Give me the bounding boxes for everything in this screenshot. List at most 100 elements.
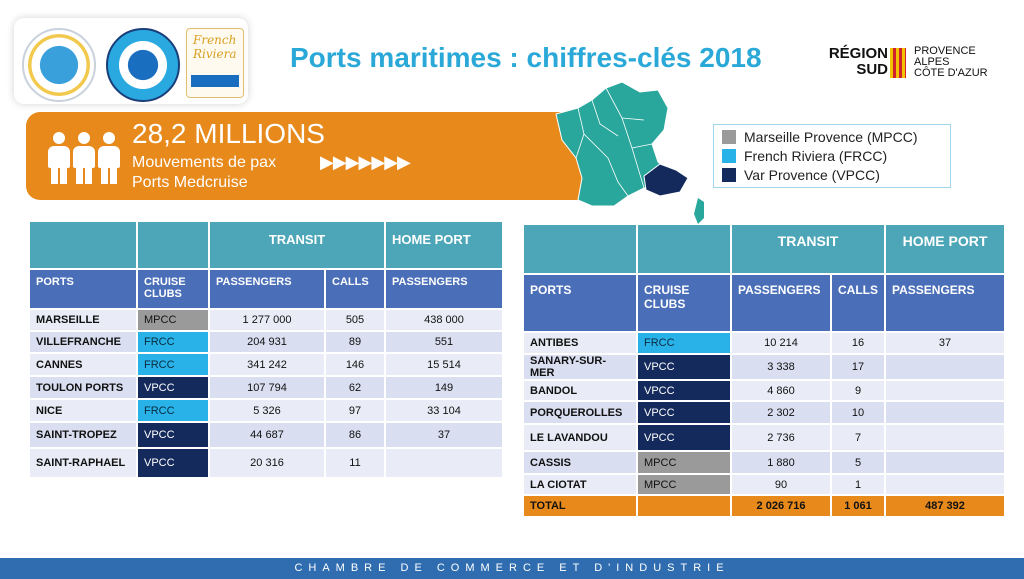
transit-passengers: 341 242 xyxy=(210,354,324,375)
table-row: VILLEFRANCHE FRCC 204 931 89 551 xyxy=(30,332,502,352)
table-group-header: TRANSIT HOME PORT xyxy=(524,225,1004,273)
cruise-club: VPCC xyxy=(138,449,208,477)
port-name: SANARY-SUR- MER xyxy=(524,355,636,379)
port-name: CASSIS xyxy=(524,452,636,473)
passengers-icon xyxy=(48,132,120,184)
region-subtitle: PROVENCE ALPES CÔTE D'AZUR xyxy=(914,46,988,79)
legend-swatch-frcc xyxy=(722,149,736,163)
total-label: TOTAL xyxy=(524,496,636,516)
cruise-club-logo-bar xyxy=(191,75,239,87)
region-name-line2: SUD xyxy=(856,61,888,78)
transit-calls: 97 xyxy=(326,400,384,421)
ports-column-header: PORTS xyxy=(30,270,136,308)
table-column-header: PORTS CRUISE CLUBS PASSENGERS CALLS PASS… xyxy=(524,275,1004,331)
french-riviera-logo-text: French Riviera xyxy=(193,33,237,61)
home-port-passengers xyxy=(886,381,1004,400)
home-port-header: HOME PORT xyxy=(386,222,502,268)
port-name: CANNES xyxy=(30,354,136,375)
transit-calls: 10 xyxy=(832,402,884,423)
total-row: TOTAL 2 026 716 1 061 487 392 xyxy=(524,496,1004,516)
home-port-passengers: 438 000 xyxy=(386,310,502,330)
transit-calls: 146 xyxy=(326,354,384,375)
cruise-club: VPCC xyxy=(138,423,208,447)
cruise-club: FRCC xyxy=(138,354,208,375)
region-sub-line1: PROVENCE xyxy=(914,45,976,57)
cruise-club: MPCC xyxy=(638,452,730,473)
passengers-column-header: PASSENGERS xyxy=(210,270,324,308)
paca-region-shape xyxy=(643,163,689,197)
legend: Marseille Provence (MPCC) French Riviera… xyxy=(713,124,951,188)
passenger-banner: 28,2 MILLIONS Mouvements de pax Ports Me… xyxy=(26,112,592,200)
marseille-provence-cruise-club-logo xyxy=(22,28,96,102)
home-port-passengers xyxy=(886,402,1004,423)
legend-swatch-mpcc xyxy=(722,130,736,144)
legend-label-vpcc: Var Provence (VPCC) xyxy=(744,167,880,183)
cruise-club: VPCC xyxy=(638,425,730,450)
french-riviera-cruise-club-logo: French Riviera xyxy=(186,28,244,98)
table-row: PORQUEROLLES VPCC 2 302 10 xyxy=(524,402,1004,423)
port-name: MARSEILLE xyxy=(30,310,136,330)
table-row: ANTIBES FRCC 10 214 16 37 xyxy=(524,333,1004,353)
total-home-passengers: 487 392 xyxy=(886,496,1004,516)
legend-swatch-vpcc xyxy=(722,168,736,182)
port-name: SAINT-TROPEZ xyxy=(30,423,136,447)
home-port-passengers: 551 xyxy=(386,332,502,352)
port-name: SAINT-RAPHAEL xyxy=(30,449,136,477)
arrows-icon: ▶▶▶▶▶▶▶ xyxy=(320,152,411,172)
table-row: SAINT-RAPHAEL VPCC 20 316 11 xyxy=(30,449,502,477)
home-port-passengers xyxy=(386,449,502,477)
transit-passengers: 2 736 xyxy=(732,425,830,450)
table-row: SAINT-TROPEZ VPCC 44 687 86 37 xyxy=(30,423,502,447)
home-passengers-column-header: PASSENGERS xyxy=(886,275,1004,331)
cruise-clubs-column-header: CRUISE CLUBS xyxy=(638,275,730,331)
transit-passengers: 4 860 xyxy=(732,381,830,400)
home-port-passengers xyxy=(886,355,1004,379)
port-name: TOULON PORTS xyxy=(30,377,136,398)
table-right-rows: ANTIBES FRCC 10 214 16 37 SANARY-SUR- MER VPCC… xyxy=(524,333,1004,494)
table-row: CANNES FRCC 341 242 146 15 514 xyxy=(30,354,502,375)
cruise-club: VPCC xyxy=(638,355,730,379)
cruise-club: MPCC xyxy=(638,475,730,494)
home-port-passengers xyxy=(886,475,1004,494)
total-movements-figure: 28,2 MILLIONS xyxy=(132,118,325,149)
ports-table-right: TRANSIT HOME PORT PORTS CRUISE CLUBS PAS… xyxy=(522,223,1006,518)
transit-passengers: 204 931 xyxy=(210,332,324,352)
transit-header: TRANSIT xyxy=(210,222,384,268)
home-port-passengers: 37 xyxy=(886,333,1004,353)
transit-calls: 11 xyxy=(326,449,384,477)
table-row: MARSEILLE MPCC 1 277 000 505 438 000 xyxy=(30,310,502,330)
cruise-club: VPCC xyxy=(138,377,208,398)
table-row: SANARY-SUR- MER VPCC 3 338 17 xyxy=(524,355,1004,379)
transit-passengers: 5 326 xyxy=(210,400,324,421)
transit-passengers: 10 214 xyxy=(732,333,830,353)
cruise-club: MPCC xyxy=(138,310,208,330)
total-passengers: 2 026 716 xyxy=(732,496,830,516)
port-name: LE LAVANDOU xyxy=(524,425,636,450)
transit-calls: 16 xyxy=(832,333,884,353)
table-row: BANDOL VPCC 4 860 9 xyxy=(524,381,1004,400)
port-name: LA CIOTAT xyxy=(524,475,636,494)
home-port-passengers xyxy=(886,425,1004,450)
transit-calls: 89 xyxy=(326,332,384,352)
transit-passengers: 1 277 000 xyxy=(210,310,324,330)
transit-calls: 505 xyxy=(326,310,384,330)
table-column-header: PORTS CRUISE CLUBS PASSENGERS CALLS PASS… xyxy=(30,270,502,308)
table-row: LE LAVANDOU VPCC 2 736 7 xyxy=(524,425,1004,450)
cruise-club: FRCC xyxy=(138,400,208,421)
footer-text: CHAMBRE DE COMMERCE ET D'INDUSTRIE xyxy=(294,562,730,574)
home-port-header: HOME PORT xyxy=(886,225,1004,273)
cruise-clubs-column-header: CRUISE CLUBS xyxy=(138,270,208,308)
home-port-passengers: 149 xyxy=(386,377,502,398)
table-left-rows: MARSEILLE MPCC 1 277 000 505 438 000 VILLEFRA… xyxy=(30,310,502,477)
transit-calls: 9 xyxy=(832,381,884,400)
calls-column-header: CALLS xyxy=(326,270,384,308)
table-row: LA CIOTAT MPCC 90 1 xyxy=(524,475,1004,494)
transit-header: TRANSIT xyxy=(732,225,884,273)
home-port-passengers: 15 514 xyxy=(386,354,502,375)
region-flag-icon xyxy=(890,48,906,78)
ports-table-left: TRANSIT HOME PORT PORTS CRUISE CLUBS PAS… xyxy=(28,220,504,479)
transit-passengers: 20 316 xyxy=(210,449,324,477)
table-row: NICE FRCC 5 326 97 33 104 xyxy=(30,400,502,421)
corsica-shape xyxy=(694,198,704,224)
transit-passengers: 1 880 xyxy=(732,452,830,473)
